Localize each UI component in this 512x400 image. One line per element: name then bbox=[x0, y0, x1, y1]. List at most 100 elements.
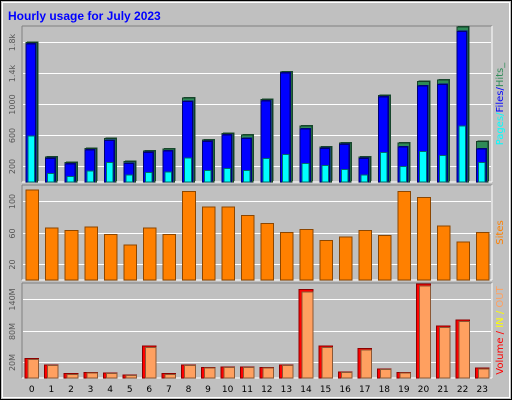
pages-bar bbox=[47, 172, 55, 183]
x-tick-label: 10 bbox=[222, 385, 234, 395]
sites-bar bbox=[45, 227, 59, 281]
pages-bar bbox=[242, 169, 251, 183]
legend-files: Files/ bbox=[495, 87, 506, 113]
out-bar bbox=[47, 365, 59, 379]
pages-bar bbox=[164, 171, 173, 183]
legend-volume: Volume / bbox=[495, 328, 506, 375]
sites-bar bbox=[475, 232, 490, 281]
sites-bar bbox=[338, 236, 353, 281]
pages-bar bbox=[66, 176, 75, 183]
out-bar bbox=[105, 373, 118, 379]
sites-bar bbox=[417, 197, 431, 281]
sites-bar bbox=[397, 190, 412, 281]
x-tick-label: 0 bbox=[29, 385, 35, 395]
out-bar bbox=[125, 375, 137, 379]
pages-bar bbox=[458, 125, 466, 183]
x-tick-label: 11 bbox=[241, 385, 252, 395]
out-bar bbox=[340, 371, 353, 379]
pages-bar bbox=[340, 169, 349, 183]
sites-bar bbox=[162, 233, 177, 281]
sites-bar bbox=[201, 206, 216, 281]
out-bar bbox=[145, 346, 157, 379]
out-bar bbox=[242, 367, 255, 379]
usage-ytick-label: 1000 bbox=[8, 94, 17, 114]
volume-ytick-label: 140M bbox=[8, 288, 17, 310]
out-bar bbox=[223, 367, 235, 379]
out-bar bbox=[360, 349, 372, 379]
volume-legend: Volume / IN / OUT bbox=[495, 285, 506, 374]
sites-bar bbox=[64, 230, 79, 281]
sites-bar bbox=[260, 223, 275, 281]
out-bar bbox=[321, 346, 333, 379]
pages-bar bbox=[438, 154, 447, 183]
usage-ytick-label: 1.8k bbox=[8, 33, 17, 51]
x-tick-label: 13 bbox=[281, 385, 292, 395]
out-bar bbox=[262, 367, 275, 379]
sites-ytick-label: 20 bbox=[8, 259, 17, 269]
sites-bar bbox=[280, 232, 294, 281]
out-bar bbox=[399, 372, 412, 379]
sites-bar bbox=[456, 241, 470, 281]
sites-bar bbox=[378, 235, 392, 281]
x-tick-label: 4 bbox=[107, 385, 113, 395]
x-tick-label: 23 bbox=[476, 385, 487, 395]
legend-in: IN / bbox=[495, 308, 506, 328]
pages-bar bbox=[477, 162, 486, 183]
pages-bar bbox=[380, 151, 388, 183]
usage-ytick-label: 200 bbox=[8, 159, 17, 174]
x-tick-label: 9 bbox=[205, 385, 211, 395]
pages-bar bbox=[262, 158, 271, 183]
x-tick-label: 3 bbox=[88, 385, 94, 395]
sites-bar bbox=[436, 225, 451, 281]
pages-bar bbox=[105, 162, 114, 183]
sites-bar bbox=[221, 206, 235, 281]
x-tick-label: 18 bbox=[379, 385, 391, 395]
legend-pages: Pages/ bbox=[495, 112, 506, 145]
out-bar bbox=[419, 285, 431, 379]
usage-ytick-label: 600 bbox=[8, 128, 17, 143]
pages-bar bbox=[203, 169, 212, 183]
x-tick-label: 1 bbox=[49, 385, 55, 395]
chart-title: Hourly usage for July 2023 bbox=[8, 9, 161, 23]
x-tick-label: 17 bbox=[359, 385, 370, 395]
x-tick-label: 12 bbox=[261, 385, 272, 395]
legend-hits: Hits_ bbox=[495, 62, 506, 87]
sites-bar bbox=[182, 190, 196, 281]
sites-bar bbox=[143, 227, 157, 281]
out-bar bbox=[282, 365, 294, 379]
x-tick-label: 19 bbox=[398, 385, 410, 395]
x-tick-label: 6 bbox=[146, 385, 152, 395]
pages-bar bbox=[301, 162, 310, 183]
sites-bar bbox=[123, 244, 137, 281]
out-bar bbox=[86, 372, 98, 379]
out-bar bbox=[477, 368, 490, 379]
legend-out: OUT bbox=[495, 285, 506, 307]
x-tick-label: 14 bbox=[300, 385, 312, 395]
x-tick-label: 8 bbox=[186, 385, 192, 395]
pages-bar bbox=[223, 168, 231, 183]
x-tick-label: 2 bbox=[68, 385, 74, 395]
pages-bar bbox=[145, 172, 153, 183]
pages-bar bbox=[399, 165, 408, 183]
volume-ytick-label: 80M bbox=[8, 323, 17, 340]
out-bar bbox=[380, 368, 392, 379]
out-bar bbox=[27, 359, 40, 379]
sites-bar bbox=[240, 214, 255, 281]
x-tick-label: 21 bbox=[437, 385, 448, 395]
sites-bar bbox=[319, 240, 333, 281]
out-bar bbox=[301, 291, 314, 379]
sites-bar bbox=[358, 230, 372, 281]
sites-bar bbox=[84, 226, 98, 281]
x-tick-label: 15 bbox=[320, 385, 331, 395]
pages-bar bbox=[27, 135, 36, 183]
usage-ytick-label: 1.4k bbox=[8, 64, 17, 82]
x-tick-label: 5 bbox=[127, 385, 133, 395]
pages-bar bbox=[321, 165, 329, 183]
x-tick-label: 20 bbox=[418, 385, 430, 395]
pages-bar bbox=[282, 154, 290, 183]
x-tick-label: 22 bbox=[457, 385, 468, 395]
out-bar bbox=[438, 327, 451, 379]
out-bar bbox=[164, 373, 177, 379]
